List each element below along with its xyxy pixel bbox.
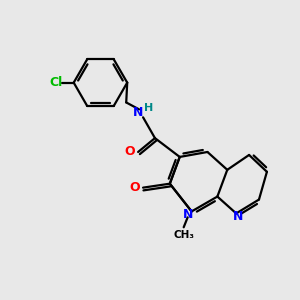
Text: N: N — [233, 210, 243, 223]
Text: N: N — [133, 106, 143, 119]
Text: O: O — [130, 181, 140, 194]
Text: Cl: Cl — [49, 76, 62, 89]
Text: O: O — [125, 146, 136, 158]
Text: CH₃: CH₃ — [173, 230, 194, 240]
Text: N: N — [182, 208, 193, 221]
Text: H: H — [144, 103, 154, 113]
